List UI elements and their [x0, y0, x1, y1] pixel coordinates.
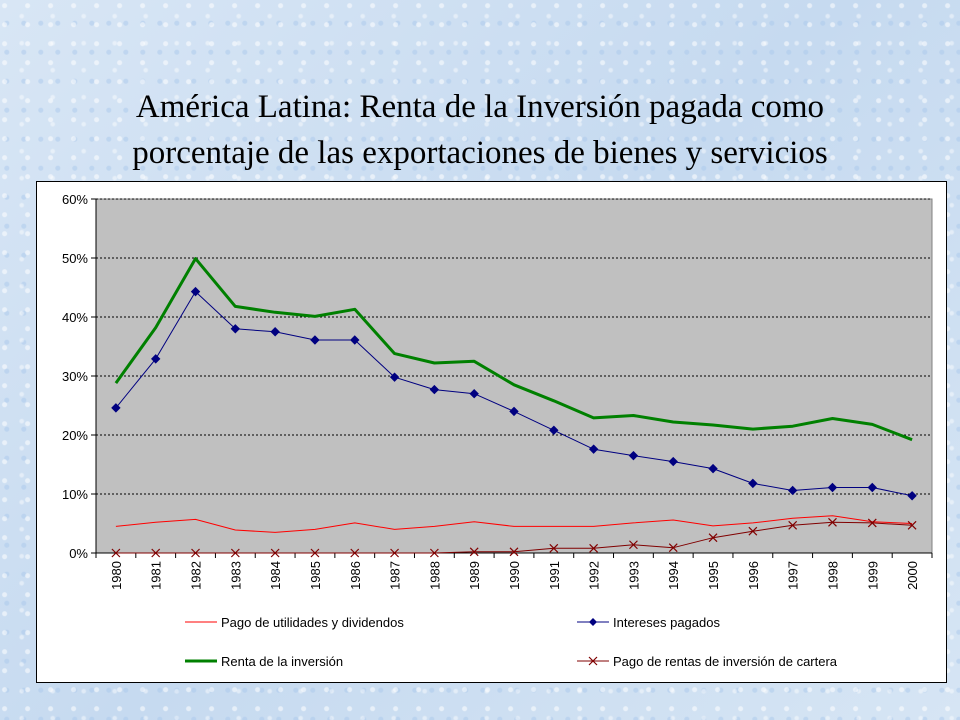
series-4-point	[191, 548, 200, 558]
series-2-point	[588, 444, 599, 454]
y-tick-label: 20%	[62, 428, 88, 443]
series-2-point	[509, 406, 519, 417]
series-line-1	[115, 515, 913, 533]
series-4-point	[748, 526, 758, 536]
x-tick-label: 1991	[547, 561, 562, 590]
series-4-point	[111, 548, 121, 558]
series-4-point	[469, 547, 479, 557]
series-4-point	[310, 548, 320, 558]
x-tick-label: 1984	[268, 561, 283, 590]
chart-title-line-2: porcentaje de las exportaciones de biene…	[132, 135, 828, 171]
series-2-point	[708, 463, 718, 474]
series-2-point	[867, 482, 877, 493]
x-tick-label: 1997	[786, 561, 801, 590]
x-tick-label: 1989	[467, 561, 482, 590]
series-4-point	[390, 548, 399, 558]
x-tick-label: 1998	[825, 561, 840, 590]
series-4-point	[151, 548, 161, 558]
series-4-point	[629, 540, 638, 550]
series-2-point	[310, 335, 320, 345]
legend-marker-2	[589, 618, 597, 626]
x-tick-label: 1990	[507, 561, 522, 590]
series-4-point	[230, 548, 240, 558]
series-2-point	[787, 485, 798, 496]
series-2-point	[628, 450, 639, 461]
series-4-point	[429, 548, 439, 558]
series-line-3	[114, 257, 913, 442]
y-tick-label: 10%	[62, 487, 88, 502]
y-tick-label: 40%	[62, 310, 88, 325]
series-2-point	[270, 327, 280, 337]
x-tick-label: 1983	[228, 561, 243, 590]
series-4-point	[509, 547, 519, 557]
series-2-point	[549, 425, 559, 435]
x-tick-label: 1986	[348, 561, 363, 590]
series-2-point	[469, 388, 479, 399]
series-4-point	[867, 518, 877, 528]
series-2-point	[230, 324, 241, 334]
x-tick-label: 1996	[746, 561, 761, 590]
series-4-point	[828, 517, 837, 527]
legend-marker-4	[588, 656, 598, 666]
series-4-point	[907, 520, 917, 530]
x-tick-label: 1987	[388, 561, 403, 590]
legend-label-4: Pago de rentas de inversión de cartera	[613, 654, 838, 669]
series-2-point	[190, 286, 201, 297]
x-tick-label: 1999	[865, 561, 880, 590]
x-tick-label: 1981	[149, 561, 164, 590]
legend-label-1: Pago de utilidades y dividendos	[221, 615, 404, 630]
series-2-point	[111, 403, 121, 413]
series-4-point	[549, 543, 559, 553]
series-2-point	[429, 384, 440, 395]
series-4-point	[668, 543, 678, 553]
series-2-point	[151, 354, 161, 364]
series-4-point	[270, 548, 280, 558]
y-tick-label: 50%	[62, 251, 88, 266]
x-tick-label: 2000	[905, 561, 920, 590]
series-2-point	[748, 478, 758, 489]
y-tick-label: 60%	[62, 192, 88, 207]
legend-label-2: Intereses pagados	[613, 615, 720, 630]
line-chart: 0% 10% 20% 30% 40% 50% 60% 1980 1981 1982 1983 1984…	[62, 192, 933, 669]
x-tick-label: 1992	[587, 561, 602, 590]
x-tick-label: 1980	[109, 561, 124, 590]
x-tick-label: 1995	[706, 561, 721, 590]
series-4-point	[788, 520, 798, 530]
series-2-point	[389, 372, 400, 382]
x-tick-label: 1985	[308, 561, 323, 590]
series-4-point	[350, 548, 360, 558]
series-2-point	[668, 456, 678, 467]
y-tick-label: 30%	[62, 369, 88, 384]
series-4-point	[589, 543, 599, 553]
series-4-point	[708, 533, 718, 543]
series-2-point	[827, 482, 838, 493]
series-2-point	[907, 491, 917, 501]
x-tick-label: 1982	[189, 561, 204, 590]
chart-frame: 0% 10% 20% 30% 40% 50% 60% 1980 1981 1982 1983 1984…	[36, 181, 947, 683]
series-2-point	[350, 335, 360, 345]
x-tick-label: 1988	[427, 561, 442, 590]
chart-title-line-1: América Latina: Renta de la Inversión pa…	[135, 89, 825, 125]
chart-title: América Latina: Renta de la Inversión pa…	[60, 84, 900, 176]
legend-label-3: Renta de la inversión	[221, 654, 343, 669]
y-tick-label: 0%	[69, 546, 88, 561]
x-tick-label: 1994	[666, 561, 681, 590]
x-tick-label: 1993	[626, 561, 641, 590]
